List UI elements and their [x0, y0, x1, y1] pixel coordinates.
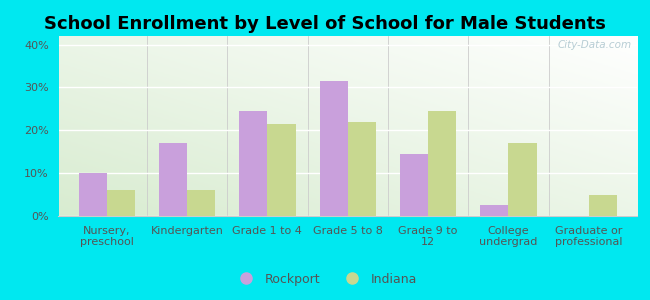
Bar [320, 81, 348, 216]
Bar [239, 111, 267, 216]
Text: School Enrollment by Level of School for Male Students: School Enrollment by Level of School for… [44, 15, 606, 33]
Bar [348, 122, 376, 216]
Bar [159, 143, 187, 216]
Text: City-Data.com: City-Data.com [557, 40, 631, 50]
Bar [589, 195, 617, 216]
Bar [267, 124, 296, 216]
Bar [187, 190, 215, 216]
Bar [508, 143, 536, 216]
Bar [480, 205, 508, 216]
Bar [400, 154, 428, 216]
Bar [79, 173, 107, 216]
Legend: Rockport, Indiana: Rockport, Indiana [228, 268, 422, 291]
Bar [107, 190, 135, 216]
Bar [428, 111, 456, 216]
